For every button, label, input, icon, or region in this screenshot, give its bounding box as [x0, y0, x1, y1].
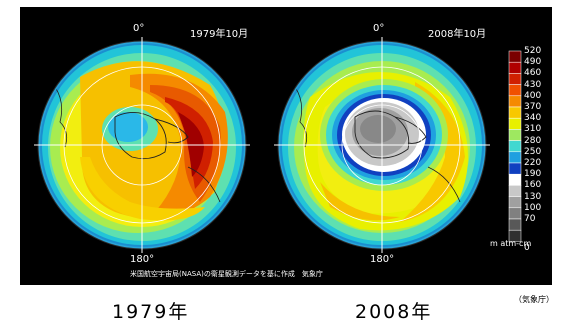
ozone-map-1979 [34, 37, 250, 253]
legend-tick-label: 310 [524, 124, 542, 135]
legend-swatch [508, 207, 522, 220]
ozone-maps [34, 37, 522, 253]
legend-swatch [508, 129, 522, 141]
legend-swatch [508, 50, 522, 63]
legend-color-bar [508, 50, 522, 242]
source-note: （気象庁） [514, 295, 554, 304]
legend-tick-label: 280 [524, 135, 542, 146]
legend-swatch [508, 151, 522, 164]
legend-tick-label: 70 [524, 214, 536, 224]
legend-swatch [508, 61, 522, 74]
legend-swatch [508, 140, 522, 153]
legend-unit: m atm-cm [490, 239, 532, 248]
data-credit: 米国航空宇宙局(NASA)の衛星観測データを基に作成 気象庁 [130, 270, 323, 278]
legend-swatch [508, 95, 522, 108]
legend-tick-label: 160 [524, 180, 542, 191]
year-caption-1979: 1979年 [112, 301, 190, 323]
map2-date-label: 2008年10月 [428, 29, 487, 40]
legend-tick-label: 0 [524, 243, 530, 254]
legend-tick-label: 100 [524, 202, 542, 213]
legend-tick-label: 490 [524, 57, 542, 68]
legend-swatch [508, 84, 522, 97]
map1-bottom-label: 180° [130, 254, 155, 265]
ozone-map-panel: 0° 1979年10月 180° 0° 2008年10月 180° 520 490… [20, 7, 552, 285]
legend-swatch [508, 173, 522, 186]
map1-date-label: 1979年10月 [190, 29, 249, 40]
ozone-map-2008 [274, 37, 490, 253]
legend-tick-label: 220 [524, 158, 542, 168]
legend-tick-label: 190 [524, 169, 542, 180]
legend-tick-label: 370 [524, 102, 542, 112]
legend-swatch [508, 218, 522, 231]
legend-swatch [508, 196, 522, 209]
legend-tick-label: 520 [524, 46, 542, 56]
legend-swatch [508, 229, 522, 242]
legend-tick-label: 430 [524, 79, 542, 90]
legend-tick-label: 130 [524, 191, 542, 202]
map1-top-label: 0° [133, 23, 145, 34]
legend-swatch [508, 162, 522, 175]
map2-top-label: 0° [373, 23, 385, 34]
legend-tick-label: 460 [524, 68, 542, 79]
legend-tick-label: 340 [524, 113, 542, 124]
legend-swatch [508, 117, 522, 130]
year-caption-2008: 2008年 [355, 301, 433, 323]
legend-swatch [508, 73, 522, 85]
map2-bottom-label: 180° [370, 254, 395, 265]
legend-swatch [508, 106, 522, 119]
legend-tick-label: 400 [524, 90, 542, 101]
legend-swatch [508, 185, 522, 197]
legend-tick-label: 250 [524, 146, 542, 157]
